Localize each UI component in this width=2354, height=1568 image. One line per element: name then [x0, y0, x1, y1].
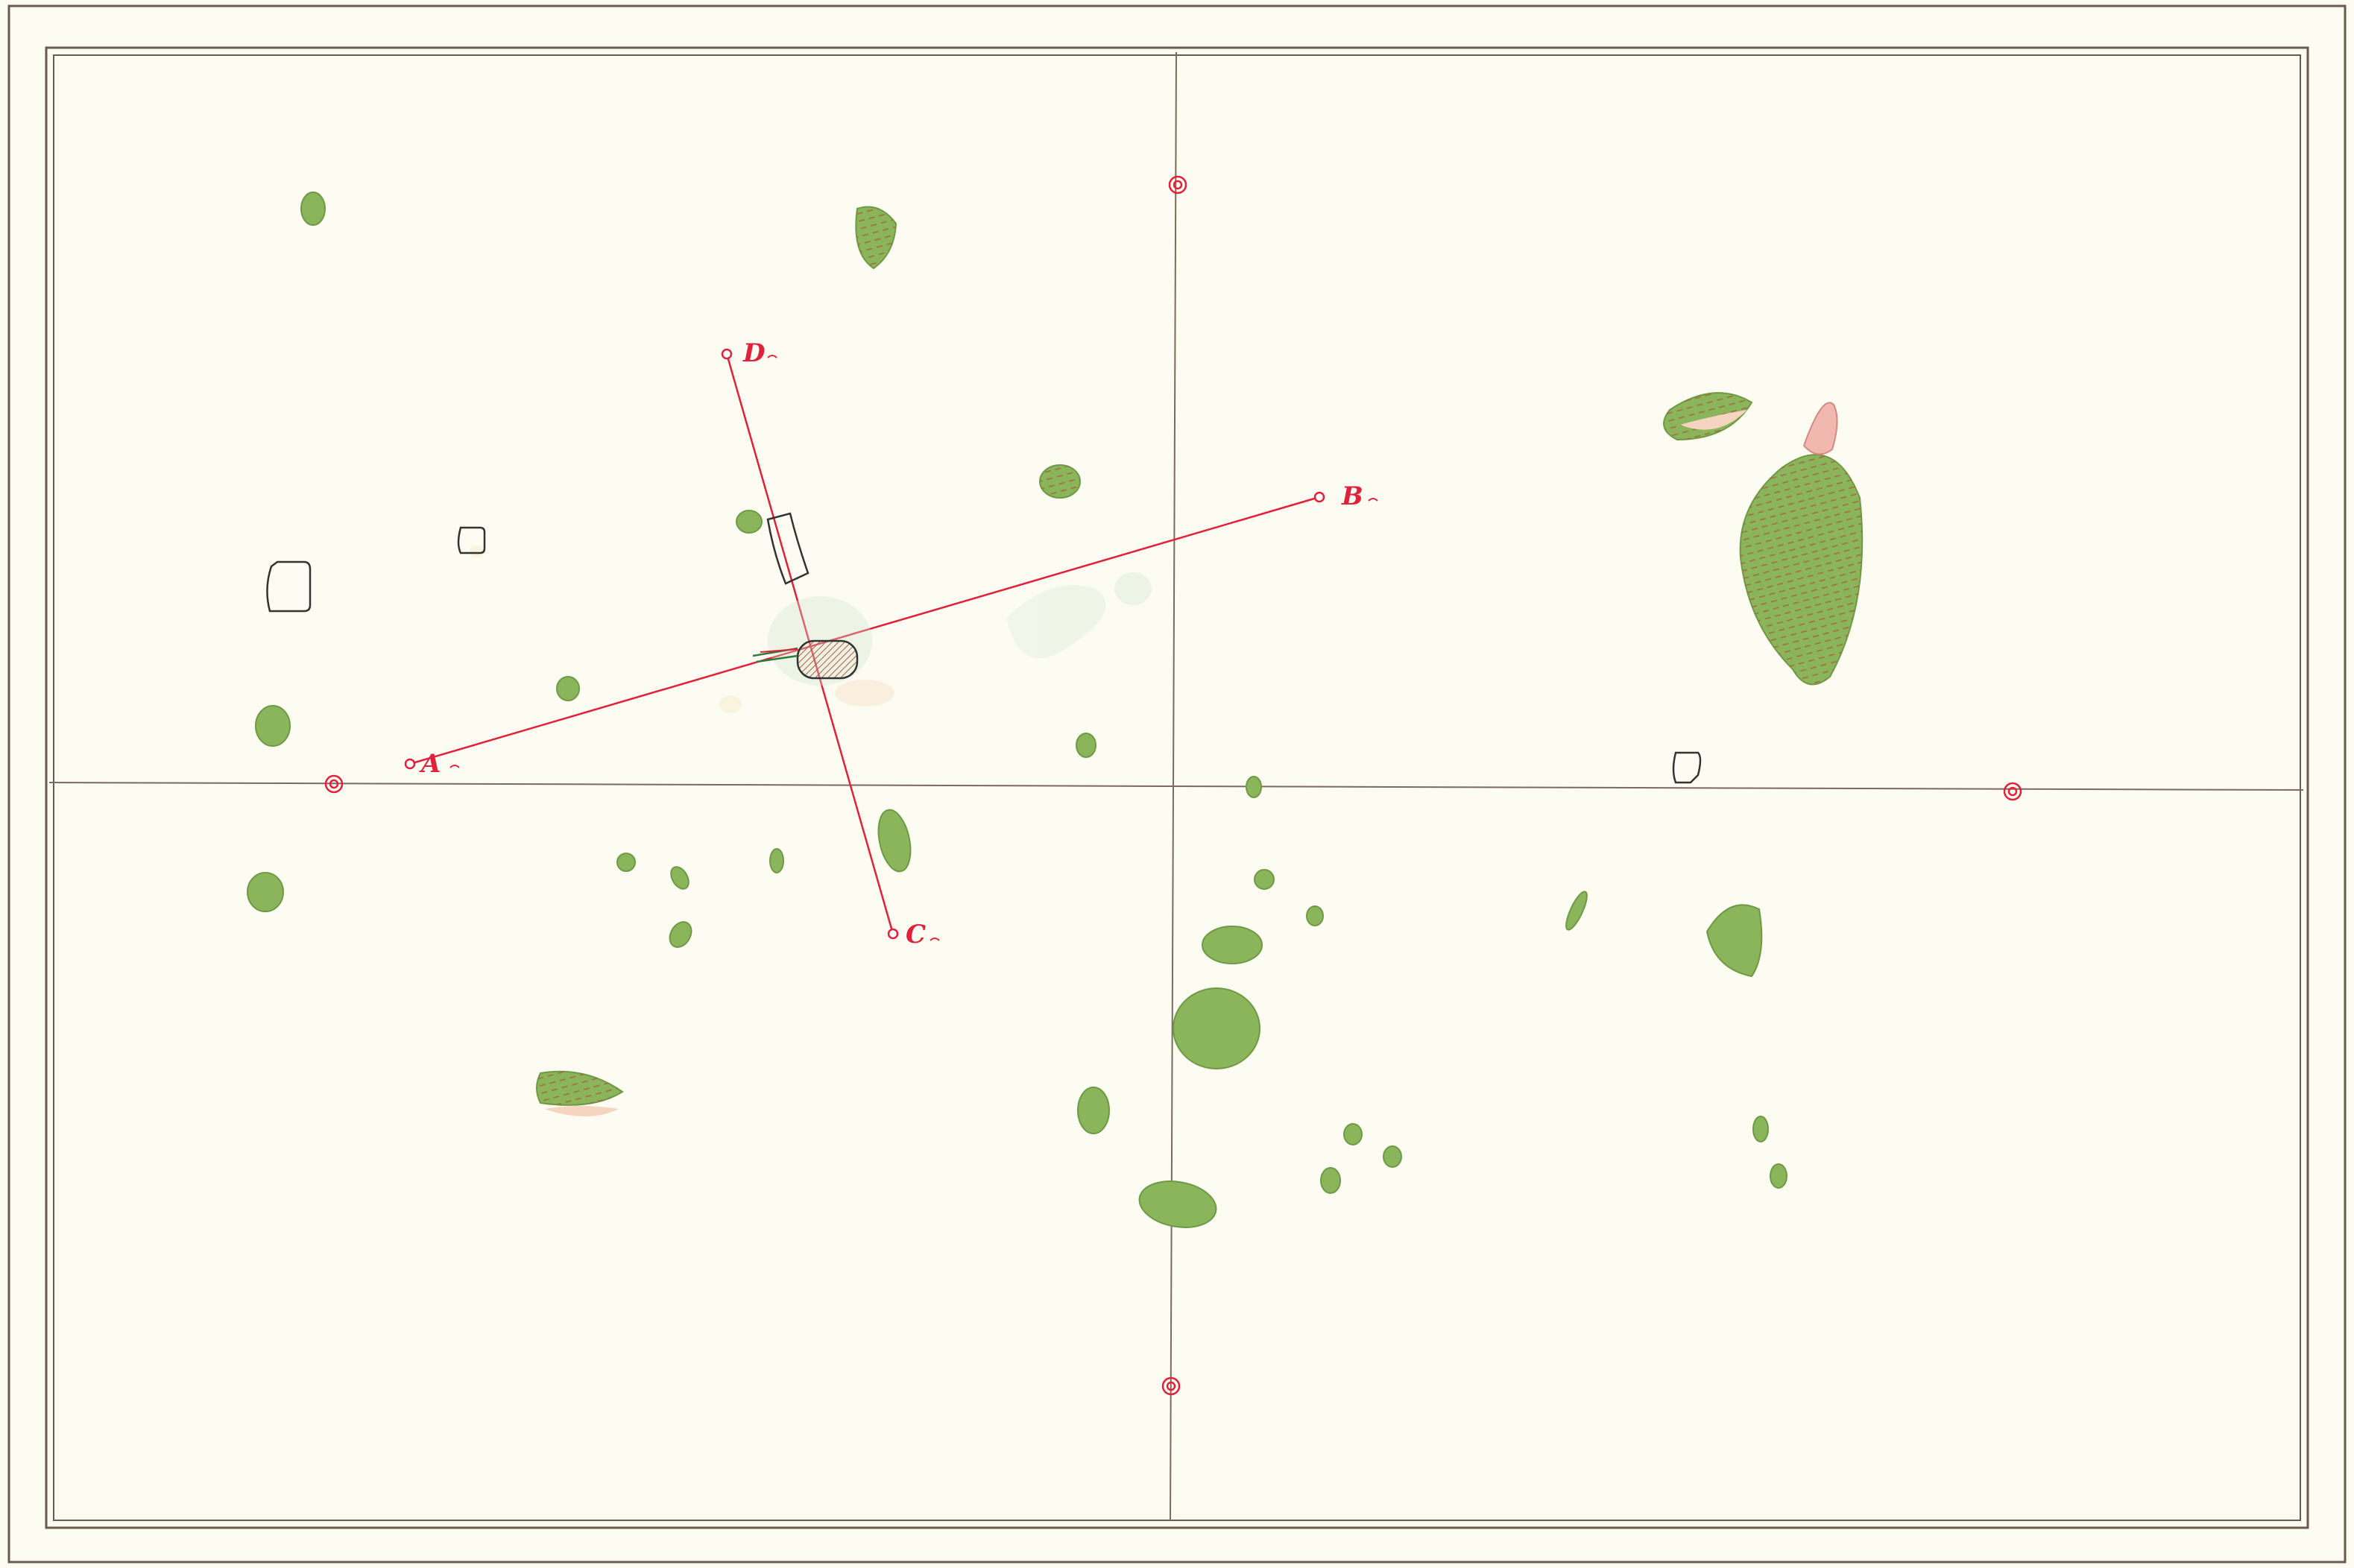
building-outline: [1672, 751, 1702, 784]
green-patch: [1752, 1116, 1769, 1142]
building-outline: [266, 560, 312, 613]
green-patch: [769, 848, 784, 873]
green-patch: [1254, 869, 1275, 890]
survey-label-b: B: [1341, 481, 1363, 511]
green-patch: [556, 676, 580, 701]
frame-inner-line: [53, 54, 2301, 1521]
green-patch: [1077, 1087, 1110, 1134]
green-patch: [1202, 926, 1263, 964]
reference-markers: [324, 175, 2022, 1396]
green-patches: [247, 192, 1864, 1228]
green-patch: [1320, 1167, 1341, 1194]
survey-label-a: A: [419, 749, 441, 779]
green-patch: [877, 809, 912, 873]
green-patch: [1565, 891, 1588, 931]
building-outline: [766, 512, 810, 585]
frame-outer-line: [45, 46, 2309, 1529]
survey-point-d-marker: [721, 348, 733, 360]
survey-line-a-b: [409, 496, 1320, 765]
double-circle-marker: [2003, 782, 2022, 801]
green-patch: [1246, 776, 1262, 798]
green-patch: [1076, 733, 1096, 758]
building-outline: [457, 526, 486, 554]
survey-point-c-marker: [887, 928, 899, 940]
survey-point-a-marker: [404, 758, 416, 770]
double-circle-marker: [1168, 175, 1187, 195]
horizontal-axis-line: [48, 782, 2304, 791]
green-patch: [1173, 987, 1260, 1069]
green-patch: [1343, 1123, 1363, 1145]
survey-point-b-marker: [1313, 491, 1325, 503]
survey-label-c: C: [906, 920, 926, 949]
green-patch: [1138, 1180, 1217, 1228]
double-circle-marker: [324, 774, 344, 794]
green-patch: [669, 921, 692, 948]
survey-label-d: D: [742, 338, 766, 368]
green-patch: [1705, 904, 1763, 978]
green-patch: [616, 853, 636, 872]
green-patch: [300, 192, 326, 226]
buildings: [266, 512, 1702, 784]
green-patch: [1306, 905, 1324, 926]
green-patch: [255, 705, 291, 747]
green-patch: [736, 510, 763, 534]
green-patch: [247, 872, 284, 912]
green-patch: [1383, 1145, 1402, 1168]
green-patch: [1770, 1163, 1787, 1189]
pink-patch: [1802, 402, 1838, 455]
green-patch: [670, 866, 690, 890]
double-circle-marker: [1161, 1376, 1181, 1396]
outer-border: [7, 4, 2347, 1564]
rust-hatching: [537, 206, 1863, 1116]
central-hatched-feature: [752, 639, 859, 680]
